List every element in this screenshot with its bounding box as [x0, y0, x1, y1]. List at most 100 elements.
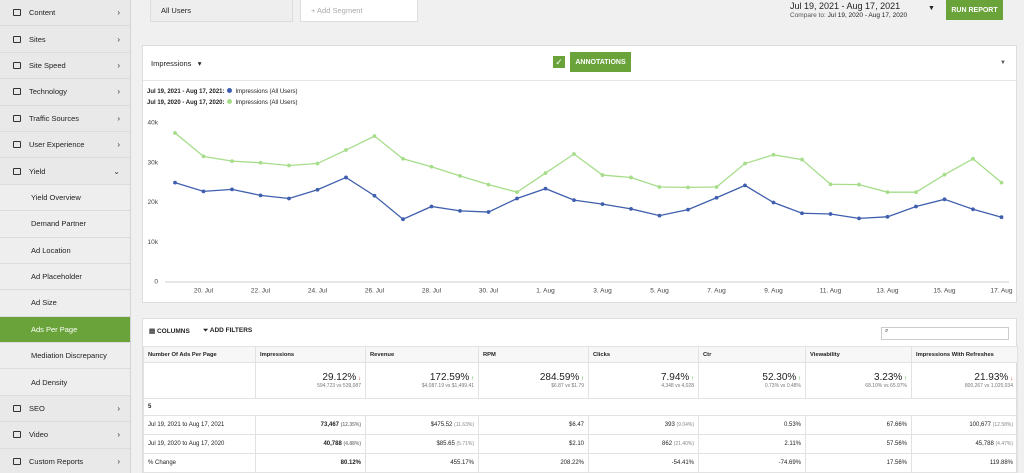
cell-share: (4.47%)	[995, 441, 1013, 447]
segment[interactable]: All Users	[150, 0, 293, 22]
nav-label: Yield	[29, 166, 46, 176]
summary-detail: 4,348 vs 4,028	[661, 383, 694, 389]
x-tick-label: 20. Jul	[194, 288, 214, 295]
legend-period: Jul 19, 2021 - Aug 17, 2021:	[147, 89, 225, 95]
icon	[13, 35, 21, 43]
summary-top: 7.94% ↑	[593, 372, 694, 383]
column-header[interactable]: Number Of Ads Per Page	[143, 346, 256, 363]
nav-item[interactable]: Sites ›	[0, 26, 130, 53]
point	[201, 154, 206, 159]
arrow: ↑	[469, 376, 474, 382]
add-segment[interactable]: + Add Segment	[300, 0, 418, 22]
nav-label: Site Speed	[29, 60, 66, 70]
nav-item[interactable]: Video ›	[0, 422, 130, 449]
point	[686, 185, 690, 190]
nav-sub-item[interactable]: Ad Size	[0, 290, 130, 317]
chevron: ›	[117, 113, 120, 123]
columns-tool[interactable]: ▤ COLUMNS	[149, 328, 190, 335]
point	[287, 163, 291, 168]
nav-item[interactable]: Site Speed ›	[0, 53, 130, 80]
header-row: Number Of Ads Per Page Impressions Revenue…	[143, 346, 1018, 363]
checkbox[interactable]: ✓	[553, 56, 565, 68]
annotations[interactable]: ANNOTATIONS	[570, 52, 631, 72]
collapse[interactable]: ▼	[1000, 60, 1006, 66]
filter-tool[interactable]: ⏷ ADD FILTERS	[203, 327, 253, 334]
search[interactable]: ⌕	[881, 327, 1009, 340]
nav-item[interactable]: User Experience ›	[0, 132, 130, 159]
column-header[interactable]: Clicks	[588, 346, 699, 363]
column-header[interactable]: Ctr	[698, 346, 806, 363]
summary-top: 21.93% ↓	[916, 372, 1013, 383]
cell: 67.66%	[805, 415, 912, 435]
x-tick-label: 5. Aug	[650, 288, 669, 295]
nav-item[interactable]: Custom Reports ›	[0, 449, 130, 473]
nav-item[interactable]: Content ›	[0, 0, 130, 27]
change: 172.59%	[429, 372, 470, 383]
chevron: ›	[117, 456, 120, 466]
divider	[143, 80, 1018, 81]
point	[458, 173, 462, 178]
nav-sub-item[interactable]: Ad Location	[0, 237, 130, 264]
date-dropdown[interactable]: ▼	[928, 5, 935, 12]
point	[486, 210, 491, 214]
point	[771, 152, 776, 157]
icon	[13, 457, 21, 465]
run-report[interactable]: RUN REPORT	[946, 0, 1003, 20]
nav-sub-item[interactable]: Ad Placeholder	[0, 263, 130, 291]
cell-share: (11.63%)	[454, 422, 474, 428]
icon	[13, 114, 21, 122]
nav-label: Traffic Sources	[29, 113, 80, 123]
nav-sub-item[interactable]: Demand Partner	[0, 211, 130, 238]
column-header[interactable]: Revenue	[365, 346, 479, 363]
nav-item[interactable]: Technology ›	[0, 79, 130, 106]
point	[372, 134, 377, 139]
column-header[interactable]: Viewability	[805, 346, 912, 363]
point	[572, 198, 576, 203]
summary-detail: 800,267 vs 1,025,034	[964, 383, 1013, 389]
point	[942, 197, 947, 202]
cell-value: 45,788	[975, 441, 994, 447]
nav-sub-item[interactable]: Yield Overview	[0, 184, 130, 212]
nav-item[interactable]: Yield ⌄	[0, 158, 130, 185]
nav-label: Content	[29, 8, 56, 18]
summary-cell: 21.93% ↓ 800,267 vs 1,025,034	[911, 362, 1018, 399]
cell-share: (12.35%)	[340, 422, 361, 428]
cell: 17.56%	[805, 453, 912, 473]
cell: $85.65 (5.71%)	[365, 434, 479, 454]
nav-item[interactable]: SEO ›	[0, 396, 130, 423]
chevron: ›	[117, 404, 120, 414]
point	[771, 200, 776, 205]
summary-detail: 68.10% vs 65.97%	[865, 383, 907, 389]
nav-sub-item[interactable]: Ad Density	[0, 369, 130, 396]
metric-select[interactable]: Impressions ▾	[151, 59, 202, 68]
cell-share: (9.04%)	[676, 422, 694, 428]
table-card: ▤ COLUMNS ⏷ ADD FILTERS ⌕ Number Of Ads …	[142, 318, 1018, 473]
cell: $475.52 (11.63%)	[365, 415, 479, 435]
point	[942, 172, 947, 177]
summary-cell	[143, 362, 256, 399]
nav-label: Video	[29, 430, 49, 440]
nav-item[interactable]: Traffic Sources ›	[0, 106, 130, 132]
point	[344, 148, 348, 152]
data-row: Jul 19, 2021 to Aug 17, 2021 73,467 (12.3…	[143, 415, 1018, 435]
point	[657, 185, 662, 189]
nav-sub-item[interactable]: Mediation Discrepancy	[0, 343, 130, 370]
point	[743, 183, 747, 188]
nav-sub-item[interactable]: Ads Per Page	[0, 316, 130, 344]
date-range[interactable]: Jul 19, 2021 - Aug 17, 2021	[790, 1, 901, 11]
column-header[interactable]: Impressions With Refreshes	[911, 346, 1018, 363]
cell-value: 73,467	[320, 422, 340, 428]
y-tick-label: 40k	[148, 120, 159, 127]
point	[914, 190, 918, 195]
point	[800, 211, 804, 216]
change: 52.30%	[762, 372, 797, 383]
summary-cell: 3.23% ↑ 68.10% vs 65.97%	[805, 362, 912, 399]
point	[173, 180, 177, 185]
group-row: 5	[143, 398, 1018, 416]
nav-label: Ad Size	[31, 298, 57, 308]
icon	[13, 431, 21, 439]
arrow: ↓	[1008, 376, 1013, 382]
tool: ADD FILTERS	[209, 327, 253, 334]
column-header[interactable]: RPM	[478, 346, 589, 363]
column-header[interactable]: Impressions	[255, 346, 366, 363]
